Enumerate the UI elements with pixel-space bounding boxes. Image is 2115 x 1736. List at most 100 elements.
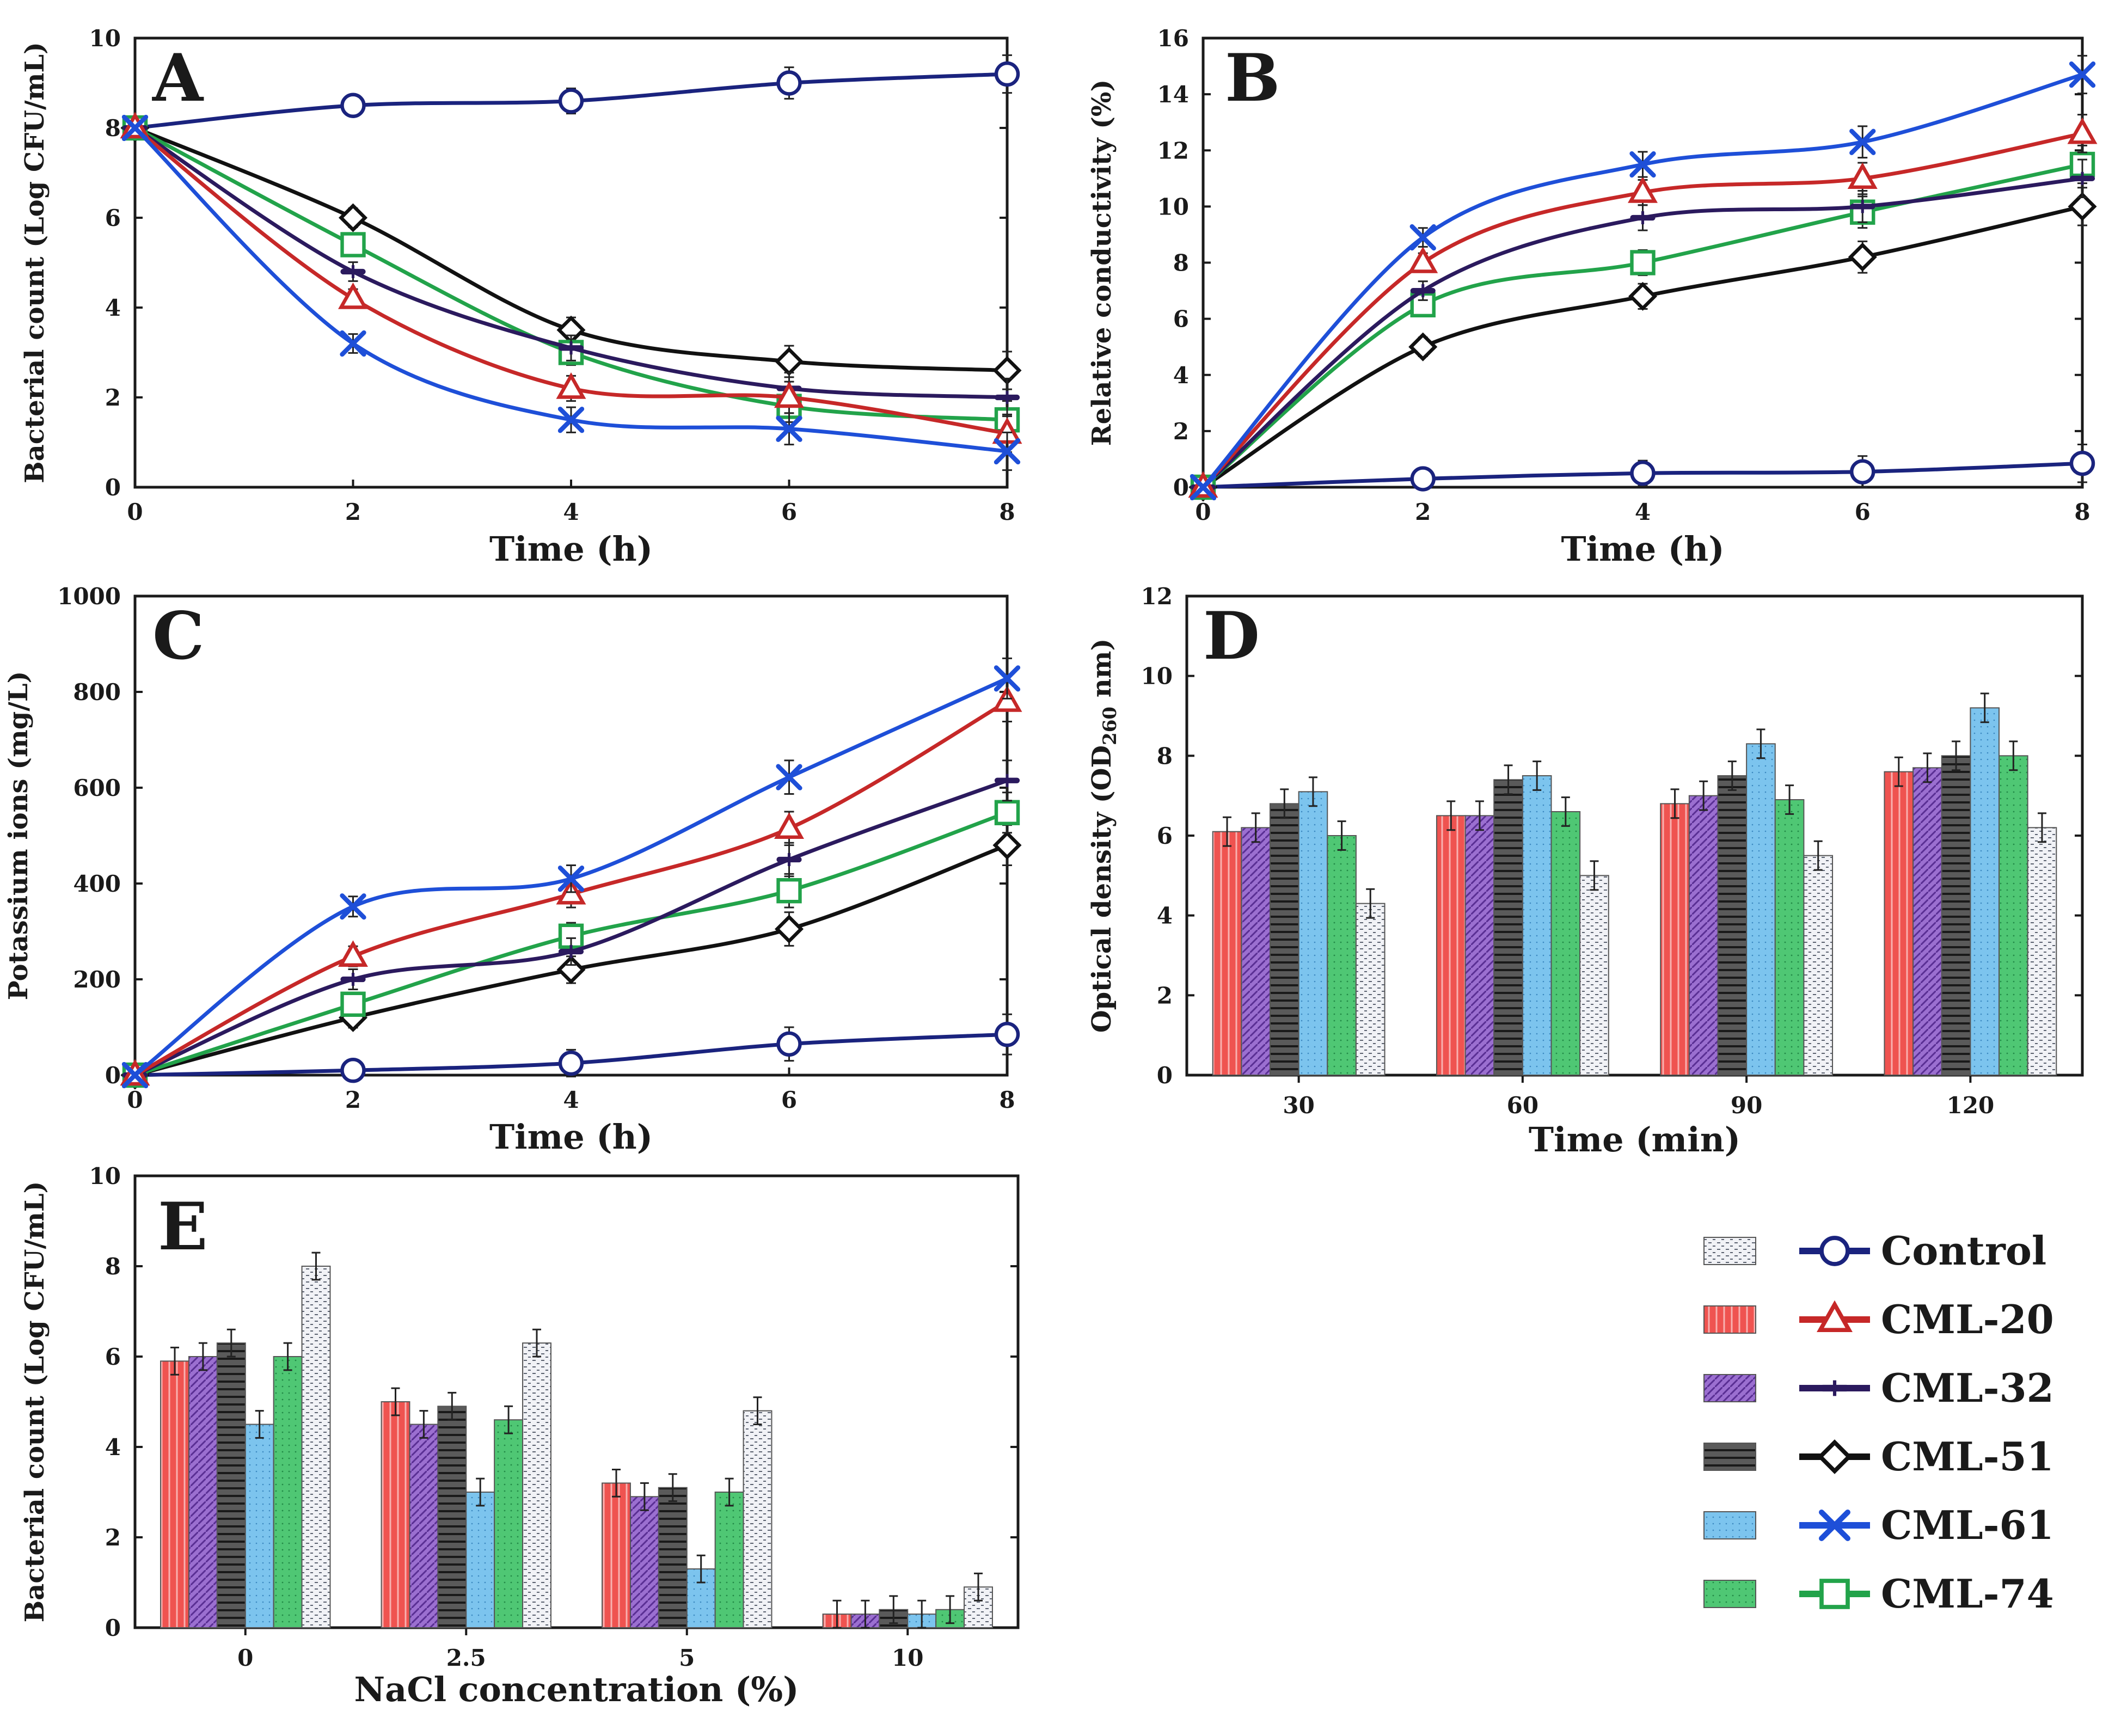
legend-entry-cml-51-swatch [1703, 1443, 1756, 1471]
panel-c-letter: C [152, 598, 205, 674]
panel-e-bar-cml-61-2-5 [465, 1492, 495, 1628]
panel-b-letter: B [1225, 40, 1280, 116]
panel-a-series-cml-61-point [121, 114, 149, 142]
panel-c-xtick-label: 0 [127, 1087, 143, 1113]
legend-entry-cml-20-label: CML-20 [1881, 1296, 2054, 1342]
panel-e-bar-cml-51-0 [216, 1342, 246, 1629]
panel-c-ytick-label: 400 [73, 870, 121, 897]
panel-b-series-cml-61-point [1629, 151, 1656, 178]
panel-d-bar-cml-20-90 [1660, 803, 1690, 1076]
panel-c-series-cml-20-point [992, 685, 1022, 712]
panel-d-x-axis-label: Time (min) [1529, 1120, 1740, 1160]
panel-e-category-label: 10 [892, 1645, 923, 1671]
panel-a-ytick-label: 0 [105, 474, 121, 501]
panel-b-series-cml-61-point [1849, 128, 1876, 155]
panel-b-ytick-label: 10 [1157, 193, 1189, 220]
panel-c-series-cml-51-point [556, 955, 586, 984]
panel-e-letter: E [158, 1188, 207, 1265]
panel-d-bar-cml-61-60 [1522, 775, 1552, 1076]
panel-d-bar-control-90 [1803, 855, 1834, 1076]
panel-e-bar-cml-32-2-5 [409, 1424, 439, 1628]
panel-d-bar-cml-74-120 [1998, 755, 2028, 1076]
panel-e-bar-cml-20-0 [160, 1360, 189, 1629]
panel-b-xtick-label: 8 [2074, 499, 2090, 525]
panel-c-ytick-label: 800 [73, 679, 121, 706]
panel-c-series-control-point [340, 1057, 366, 1083]
panel-b-series-cml-61-line [1201, 72, 2083, 489]
panel-a: A 0 2 4 6 8 10 Bacterial count (Log CFU/mL) 0 2 4… [20, 25, 1022, 569]
panel-a-ytick-label: 10 [89, 25, 121, 52]
panel-a-series-cml-61-point [340, 330, 366, 357]
panel-d-bar-cml-74-30 [1327, 835, 1357, 1076]
panel-b-xtick-label: 6 [1855, 499, 1871, 525]
panel-e-bar-cml-32-0 [188, 1356, 218, 1628]
panel-a-xtick-label: 8 [999, 499, 1015, 525]
panel-d-ytick-label: 2 [1157, 982, 1173, 1009]
panel-e: E 0 2 4 6 8 10 Bacterial count (Log CFU/mL) 0 2.… [20, 1163, 1020, 1709]
panel-e-category-label: 0 [237, 1645, 253, 1671]
panel-a-series-cml-51-point [774, 347, 804, 376]
panel-b-series-cml-61-point [1190, 474, 1217, 501]
panel-b-series-cml-61-point [1409, 224, 1436, 251]
panel-b-xtick-label: 4 [1635, 499, 1651, 525]
panel-c-series-cml-51-point [992, 831, 1022, 860]
panel-d-bar-cml-51-30 [1269, 803, 1299, 1076]
legend-entry-cml-61-label: CML-61 [1881, 1502, 2054, 1548]
panel-a-series-control-point [776, 70, 802, 96]
panel-a-series-control-point [994, 61, 1020, 87]
panel-a-letter: A [152, 40, 204, 116]
panel-e-y-axis-label: Bacterial count (Log CFU/mL) [20, 1181, 50, 1623]
panel-b-ytick-label: 4 [1173, 362, 1189, 389]
panel-d-bar-cml-61-90 [1746, 743, 1776, 1076]
panel-c-series-control-point [994, 1021, 1020, 1047]
panel-c-series-cml-20-point [774, 812, 804, 839]
panel-e-ytick-label: 2 [105, 1524, 121, 1551]
panel-b-series-cml-51-line [1202, 204, 2083, 489]
panel-d-bar-cml-51-60 [1493, 779, 1523, 1076]
panel-d-category-label: 60 [1507, 1092, 1538, 1119]
panel-a-series-cml-20-point [774, 381, 804, 408]
panel-d-y-axis-label-subscript: 260 [1099, 707, 1121, 745]
panel-c-series-cml-61-point [121, 1062, 149, 1089]
panel-d-bar-cml-61-120 [1970, 707, 2000, 1076]
panel-b-xtick-label: 2 [1415, 499, 1431, 525]
panel-e-category-label: 5 [679, 1645, 695, 1671]
panel-c-x-axis-label: Time (h) [489, 1117, 653, 1157]
panel-e-bar-cml-51-5 [658, 1487, 688, 1628]
legend-entry-control-marker [1819, 1236, 1850, 1266]
legend-entry-cml-74-swatch [1703, 1580, 1756, 1608]
legend-entry-cml-61-swatch [1703, 1511, 1756, 1539]
panel-a-series-cml-61-line [133, 126, 1008, 453]
panel-e-ytick-label: 8 [105, 1253, 121, 1280]
panel-d-bar-cml-32-120 [1912, 767, 1942, 1076]
panel-b-ytick-label: 12 [1157, 137, 1189, 164]
panel-d-bar-cml-20-30 [1212, 831, 1242, 1076]
panel-d-category-label: 90 [1731, 1092, 1762, 1119]
panel-d-ytick-label: 12 [1141, 583, 1173, 610]
panel-d-bar-cml-74-60 [1550, 811, 1581, 1076]
panel-b-ytick-label: 8 [1173, 250, 1189, 277]
panel-e-bar-control-0 [301, 1266, 331, 1628]
panel-e-ytick-label: 4 [105, 1434, 121, 1461]
panel-b-series-control-point [2069, 450, 2095, 476]
panel-c-series-cml-51-point [774, 915, 804, 944]
panel-a-xtick-label: 2 [345, 499, 361, 525]
panel-d-y-axis-label-tail: nm) [1087, 639, 1117, 707]
panel-c-xtick-label: 4 [563, 1087, 579, 1113]
panel-e-bar-control-2-5 [522, 1342, 551, 1629]
panel-a-ytick-label: 6 [105, 205, 121, 231]
panel-c-xtick-label: 2 [345, 1087, 361, 1113]
panel-d-ytick-label: 4 [1157, 903, 1173, 929]
panel-c-series-cml-74-point [340, 991, 366, 1017]
panel-e-ytick-label: 10 [89, 1163, 121, 1189]
panel-d: D 0 2 4 6 8 10 12 Optical density (OD260 nm) 30 6… [1087, 583, 2084, 1160]
legend-entry-cml-20-swatch [1703, 1305, 1756, 1334]
panel-b-ytick-label: 14 [1157, 81, 1189, 108]
panel-c-y-axis-label: Potassium ions (mg/L) [3, 671, 34, 1001]
panel-b-ytick-label: 6 [1173, 306, 1189, 333]
panel-e-bar-cml-32-5 [629, 1496, 659, 1629]
panel-e-bar-control-5 [743, 1410, 773, 1629]
panel-b-series-cml-20-point [2067, 117, 2098, 144]
panel-c-series-control-point [776, 1031, 802, 1057]
panel-b-series-control-point [1410, 466, 1436, 492]
